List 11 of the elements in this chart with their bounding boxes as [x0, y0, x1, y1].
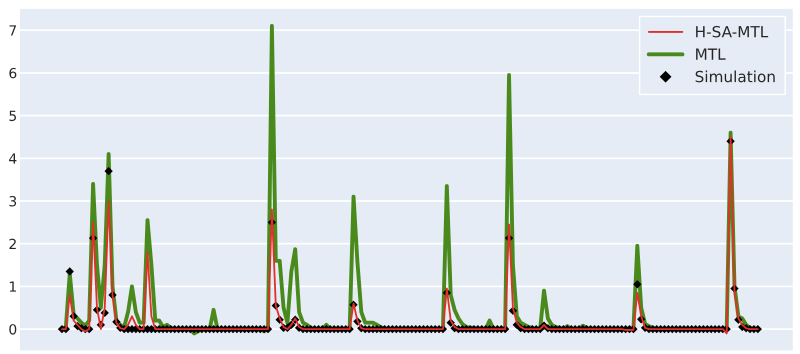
y-tick-label: 2 — [9, 238, 16, 249]
y-tick-label: 6 — [9, 68, 16, 78]
legend-label: Simulation — [696, 70, 775, 82]
y-tick-label: 3 — [9, 196, 16, 206]
y-tick-label: 5 — [9, 110, 16, 122]
y-tick-label: 0 — [9, 324, 16, 335]
y-tick-label: 7 — [10, 25, 16, 36]
y-tick-label: 1 — [10, 282, 16, 292]
legend-label: H-SA-MTL — [696, 26, 768, 38]
legend-label: MTL — [696, 48, 726, 60]
y-tick-label: 4 — [9, 153, 16, 164]
